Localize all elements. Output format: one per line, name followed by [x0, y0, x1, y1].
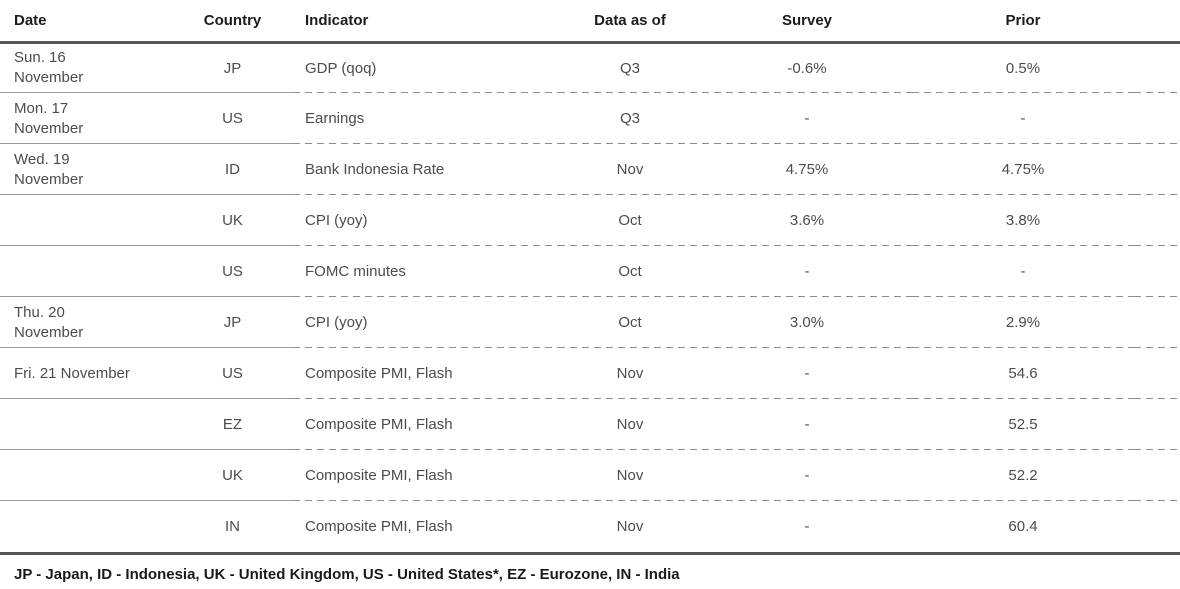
- header-row: Date Country Indicator Data as of Survey…: [0, 0, 1180, 44]
- indicator-cell: Composite PMI, Flash: [293, 399, 558, 450]
- spacer-cell: [1134, 297, 1180, 348]
- data-as-of-cell: Nov: [558, 399, 702, 450]
- date-cell: [0, 501, 172, 552]
- date-cell: Mon. 17 November: [0, 93, 172, 144]
- indicator-cell: CPI (yoy): [293, 195, 558, 246]
- data-as-of-cell: Oct: [558, 297, 702, 348]
- prior-cell: 4.75%: [912, 144, 1134, 195]
- country-cell: ID: [172, 144, 293, 195]
- table-row: US FOMC minutes Oct - -: [0, 246, 1180, 297]
- table-body: Sun. 16 November JP GDP (qoq) Q3 -0.6% 0…: [0, 42, 1180, 552]
- country-cell: US: [172, 348, 293, 399]
- data-as-of-cell: Nov: [558, 348, 702, 399]
- column-header-indicator: Indicator: [293, 0, 558, 44]
- date-cell: Wed. 19 November: [0, 144, 172, 195]
- prior-cell: 52.5: [912, 399, 1134, 450]
- survey-cell: -: [804, 518, 810, 535]
- date-cell: Thu. 20 November: [0, 297, 172, 348]
- indicator-cell: Earnings: [293, 93, 558, 144]
- data-as-of-cell: Nov: [616, 518, 644, 535]
- column-header-spacer: [1134, 0, 1180, 44]
- table-row: UK Composite PMI, Flash Nov - 52.2: [0, 450, 1180, 501]
- data-as-of-cell: Oct: [558, 195, 702, 246]
- indicator-cell: Composite PMI, Flash: [293, 348, 558, 399]
- indicator-cell: FOMC minutes: [293, 246, 558, 297]
- prior-cell: -: [912, 93, 1134, 144]
- country-cell: EZ: [172, 399, 293, 450]
- spacer-cell: [1134, 399, 1180, 450]
- table-row: EZ Composite PMI, Flash Nov - 52.5: [0, 399, 1180, 450]
- prior-cell: 52.2: [912, 450, 1134, 501]
- indicator-cell: GDP (qoq): [293, 42, 558, 93]
- survey-cell: -: [702, 399, 912, 450]
- survey-cell: -: [702, 450, 912, 501]
- survey-cell: -: [702, 348, 912, 399]
- column-header-date: Date: [0, 0, 172, 44]
- date-cell: [0, 399, 172, 450]
- country-cell: JP: [172, 42, 293, 93]
- date-cell: [0, 246, 172, 297]
- spacer-cell: [1134, 348, 1180, 399]
- data-as-of-cell: Q3: [558, 93, 702, 144]
- table-row: UK CPI (yoy) Oct 3.6% 3.8%: [0, 195, 1180, 246]
- date-cell: [0, 195, 172, 246]
- survey-cell: -: [702, 93, 912, 144]
- survey-cell: -: [702, 246, 912, 297]
- prior-cell: 0.5%: [912, 42, 1134, 93]
- country-cell: US: [172, 93, 293, 144]
- country-cell: US: [172, 246, 293, 297]
- survey-cell: 3.0%: [702, 297, 912, 348]
- table-row: IN Composite PMI, Flash Nov - 60.4: [0, 501, 1180, 552]
- spacer-cell: [1134, 195, 1180, 246]
- data-as-of-cell: Oct: [558, 246, 702, 297]
- table-header: Date Country Indicator Data as of Survey…: [0, 0, 1180, 44]
- survey-cell: -0.6%: [702, 42, 912, 93]
- country-legend: JP - Japan, ID - Indonesia, UK - United …: [0, 552, 1180, 583]
- indicator-cell: CPI (yoy): [293, 297, 558, 348]
- survey-cell: 3.6%: [702, 195, 912, 246]
- country-cell: JP: [172, 297, 293, 348]
- table-row: Sun. 16 November JP GDP (qoq) Q3 -0.6% 0…: [0, 42, 1180, 93]
- indicator-cell: Composite PMI, Flash: [305, 518, 453, 535]
- date-cell: Sun. 16 November: [0, 42, 172, 93]
- spacer-cell: [1134, 246, 1180, 297]
- date-cell: Fri. 21 November: [0, 348, 172, 399]
- spacer-cell: [1134, 450, 1180, 501]
- column-header-country: Country: [172, 0, 293, 44]
- economic-calendar-table: Date Country Indicator Data as of Survey…: [0, 0, 1180, 552]
- spacer-cell: [1134, 144, 1180, 195]
- table-row: Wed. 19 November ID Bank Indonesia Rate …: [0, 144, 1180, 195]
- country-cell: UK: [172, 450, 293, 501]
- spacer-cell: [1134, 501, 1180, 552]
- prior-cell: 3.8%: [912, 195, 1134, 246]
- prior-cell: -: [912, 246, 1134, 297]
- data-as-of-cell: Q3: [558, 42, 702, 93]
- data-as-of-cell: Nov: [558, 450, 702, 501]
- table-row: Fri. 21 November US Composite PMI, Flash…: [0, 348, 1180, 399]
- column-header-prior: Prior: [912, 0, 1134, 44]
- date-cell: [0, 450, 172, 501]
- survey-cell: 4.75%: [702, 144, 912, 195]
- table-row: Thu. 20 November JP CPI (yoy) Oct 3.0% 2…: [0, 297, 1180, 348]
- column-header-data-as-of: Data as of: [558, 0, 702, 44]
- column-header-survey: Survey: [702, 0, 912, 44]
- spacer-cell: [1134, 93, 1180, 144]
- prior-cell: 2.9%: [912, 297, 1134, 348]
- table-row: Mon. 17 November US Earnings Q3 - -: [0, 93, 1180, 144]
- spacer-cell: [1134, 42, 1180, 93]
- indicator-cell: Bank Indonesia Rate: [293, 144, 558, 195]
- country-cell: UK: [172, 195, 293, 246]
- prior-cell: 54.6: [912, 348, 1134, 399]
- country-cell: IN: [225, 518, 240, 535]
- prior-cell: 60.4: [1008, 518, 1038, 535]
- indicator-cell: Composite PMI, Flash: [293, 450, 558, 501]
- data-as-of-cell: Nov: [558, 144, 702, 195]
- country-legend-text: JP - Japan, ID - Indonesia, UK - United …: [14, 566, 680, 583]
